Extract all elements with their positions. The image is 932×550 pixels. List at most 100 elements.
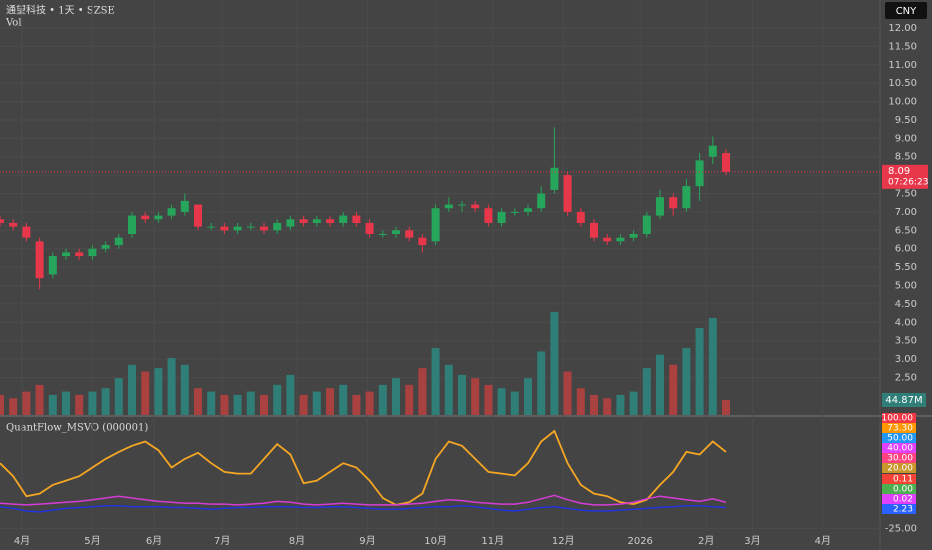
candle-body (312, 219, 321, 223)
indicator-tag-label: 40.00 (887, 444, 913, 454)
x-tick-label: 4月 (815, 535, 831, 547)
volume-bar (180, 364, 189, 415)
candle-body (537, 193, 546, 209)
currency-label[interactable]: CNY (896, 6, 917, 17)
candle-body (669, 197, 678, 209)
indicator-tag-label: 0.00 (893, 485, 913, 495)
volume-bar (669, 364, 678, 415)
candle-body (642, 215, 651, 234)
volume-bar (141, 371, 150, 415)
volume-bar (207, 391, 216, 415)
candle-body (629, 233, 638, 238)
indicator-tag (882, 443, 916, 453)
indicator-line (0, 505, 727, 513)
candle-body (207, 226, 216, 228)
candle-body (62, 252, 70, 257)
volume-bar (326, 388, 334, 415)
y-tick-label: 3.00 (895, 354, 917, 365)
volume-bar (497, 388, 506, 415)
candle-body (233, 226, 242, 231)
volume-bar (563, 371, 572, 415)
y-tick-label: 10.00 (888, 97, 917, 108)
indicator-tag-label: 0.02 (893, 495, 913, 505)
candle-body (471, 204, 480, 209)
volume-bar (128, 364, 136, 415)
indicator-tag (882, 494, 916, 504)
y-tick-label: 6.00 (895, 244, 917, 255)
candle-body (616, 237, 625, 242)
x-tick-label: 12月 (552, 535, 575, 547)
candle-body (431, 208, 440, 242)
volume-bar (167, 358, 176, 415)
candle-body (550, 167, 559, 190)
volume-bar (550, 311, 559, 415)
volume-bar (576, 388, 585, 415)
indicator-line (0, 429, 727, 506)
indicator-tag (882, 504, 916, 514)
volume-tag-label: 44.87M (885, 395, 922, 406)
y-tick-label: 11.00 (888, 60, 917, 71)
volume-bar (0, 394, 4, 415)
candle-body (365, 222, 374, 234)
candle-body (299, 219, 308, 223)
volume-bar (220, 394, 229, 415)
x-tick-label: 11月 (481, 535, 504, 547)
y-tick-label: 11.50 (888, 41, 917, 52)
volume-bar (392, 378, 400, 415)
indicator-line (0, 494, 727, 506)
candle-body (603, 237, 612, 242)
x-tick-label: 2026 (627, 536, 652, 547)
candle-body (458, 204, 466, 206)
candle-body (497, 211, 506, 223)
price-tag (882, 164, 928, 189)
volume-bar (431, 348, 440, 415)
currency-button[interactable] (885, 2, 927, 19)
chart-title: 通望科技 • 1天 • SZSE (6, 4, 115, 17)
volume-bar (246, 391, 255, 415)
indicator-tag (882, 474, 916, 484)
candle-body (220, 226, 229, 231)
candle-body (48, 256, 57, 275)
y-tick-label: 10.50 (888, 78, 917, 89)
volume-bar (22, 391, 31, 415)
candle-body (246, 226, 255, 228)
indicator-tag (882, 433, 916, 443)
x-tick-label: 8月 (289, 535, 305, 547)
candle-body (405, 230, 414, 238)
volume-bar (194, 388, 202, 415)
indicator-tag (882, 463, 916, 473)
volume-bar (656, 354, 664, 415)
volume-bar (35, 384, 44, 415)
price-tag-time: 07:26:23 (888, 177, 928, 187)
y-tick-label: -25.00 (885, 523, 917, 534)
volume-title: Vol (5, 18, 22, 29)
candle-body (141, 215, 150, 220)
volume-tag (882, 392, 926, 407)
volume-bar (458, 374, 466, 415)
volume-bar (616, 394, 625, 415)
candle-body (0, 219, 4, 223)
volume-bar (9, 398, 18, 415)
candle-body (35, 241, 44, 279)
volume-bar (590, 394, 598, 415)
indicator-tag-label: 50.00 (887, 434, 913, 444)
volume-bar (695, 327, 704, 415)
candle-body (326, 219, 334, 223)
volume-bar (537, 351, 546, 415)
volume-bar (88, 391, 97, 415)
volume-bar (352, 394, 361, 415)
volume-bar (378, 384, 387, 415)
volume-bar (365, 391, 374, 415)
volume-bar (286, 374, 295, 415)
volume-bar (642, 368, 651, 415)
candle-body (9, 222, 18, 227)
candle-body (352, 215, 361, 223)
candle-body (167, 208, 176, 216)
x-tick-label: 7月 (214, 535, 230, 547)
volume-bar (48, 394, 57, 415)
indicator-tag-label: 30.00 (887, 454, 913, 464)
indicator-tag-label: 73.30 (887, 424, 913, 434)
candle-body (524, 208, 532, 212)
volume-bar (722, 399, 730, 415)
